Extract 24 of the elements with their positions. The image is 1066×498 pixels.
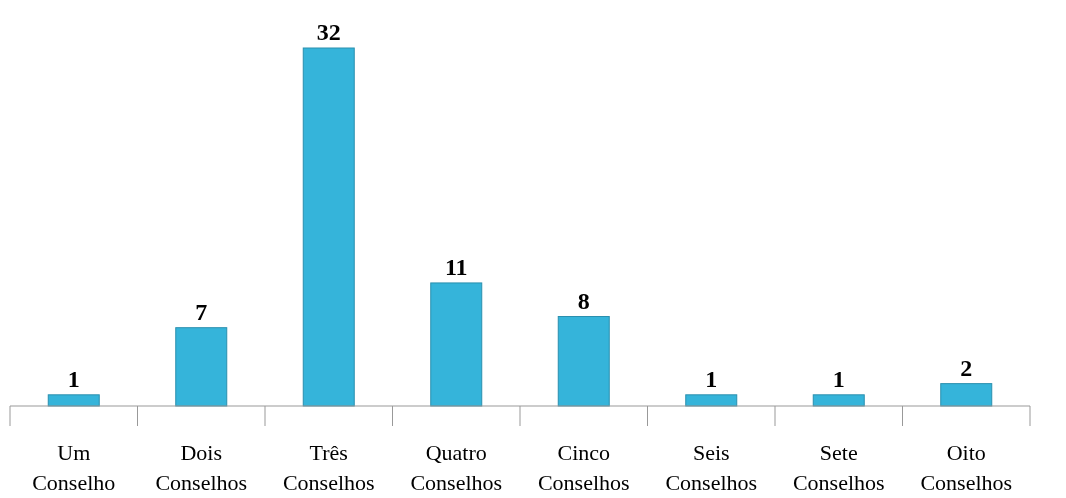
data-label: 32 — [316, 19, 341, 45]
data-label: 1 — [832, 365, 845, 392]
bar — [175, 327, 228, 407]
bar — [557, 316, 610, 407]
x-tick-label: Quatro Conselhos — [410, 440, 503, 495]
bar — [430, 282, 483, 407]
x-tick-label: Oito Conselhos — [920, 440, 1013, 495]
data-label: 1 — [705, 365, 718, 392]
bar — [685, 394, 738, 407]
data-label: 11 — [444, 253, 468, 280]
x-tick-label: Cinco Conselhos — [537, 440, 630, 495]
x-tick-label: Dois Conselhos — [155, 440, 248, 495]
bar — [302, 47, 355, 407]
data-label: 8 — [577, 287, 590, 314]
bar — [940, 383, 993, 407]
x-tick-label: Sete Conselhos — [792, 440, 885, 495]
bar — [812, 394, 865, 407]
data-label: 1 — [67, 365, 80, 392]
x-tick-label: Três Conselhos — [282, 440, 375, 495]
data-label: 2 — [960, 354, 973, 381]
x-tick-label: Um Conselho — [32, 440, 116, 495]
data-label: 7 — [195, 298, 208, 325]
x-tick-label: Seis Conselhos — [665, 440, 758, 495]
bar — [47, 394, 100, 407]
